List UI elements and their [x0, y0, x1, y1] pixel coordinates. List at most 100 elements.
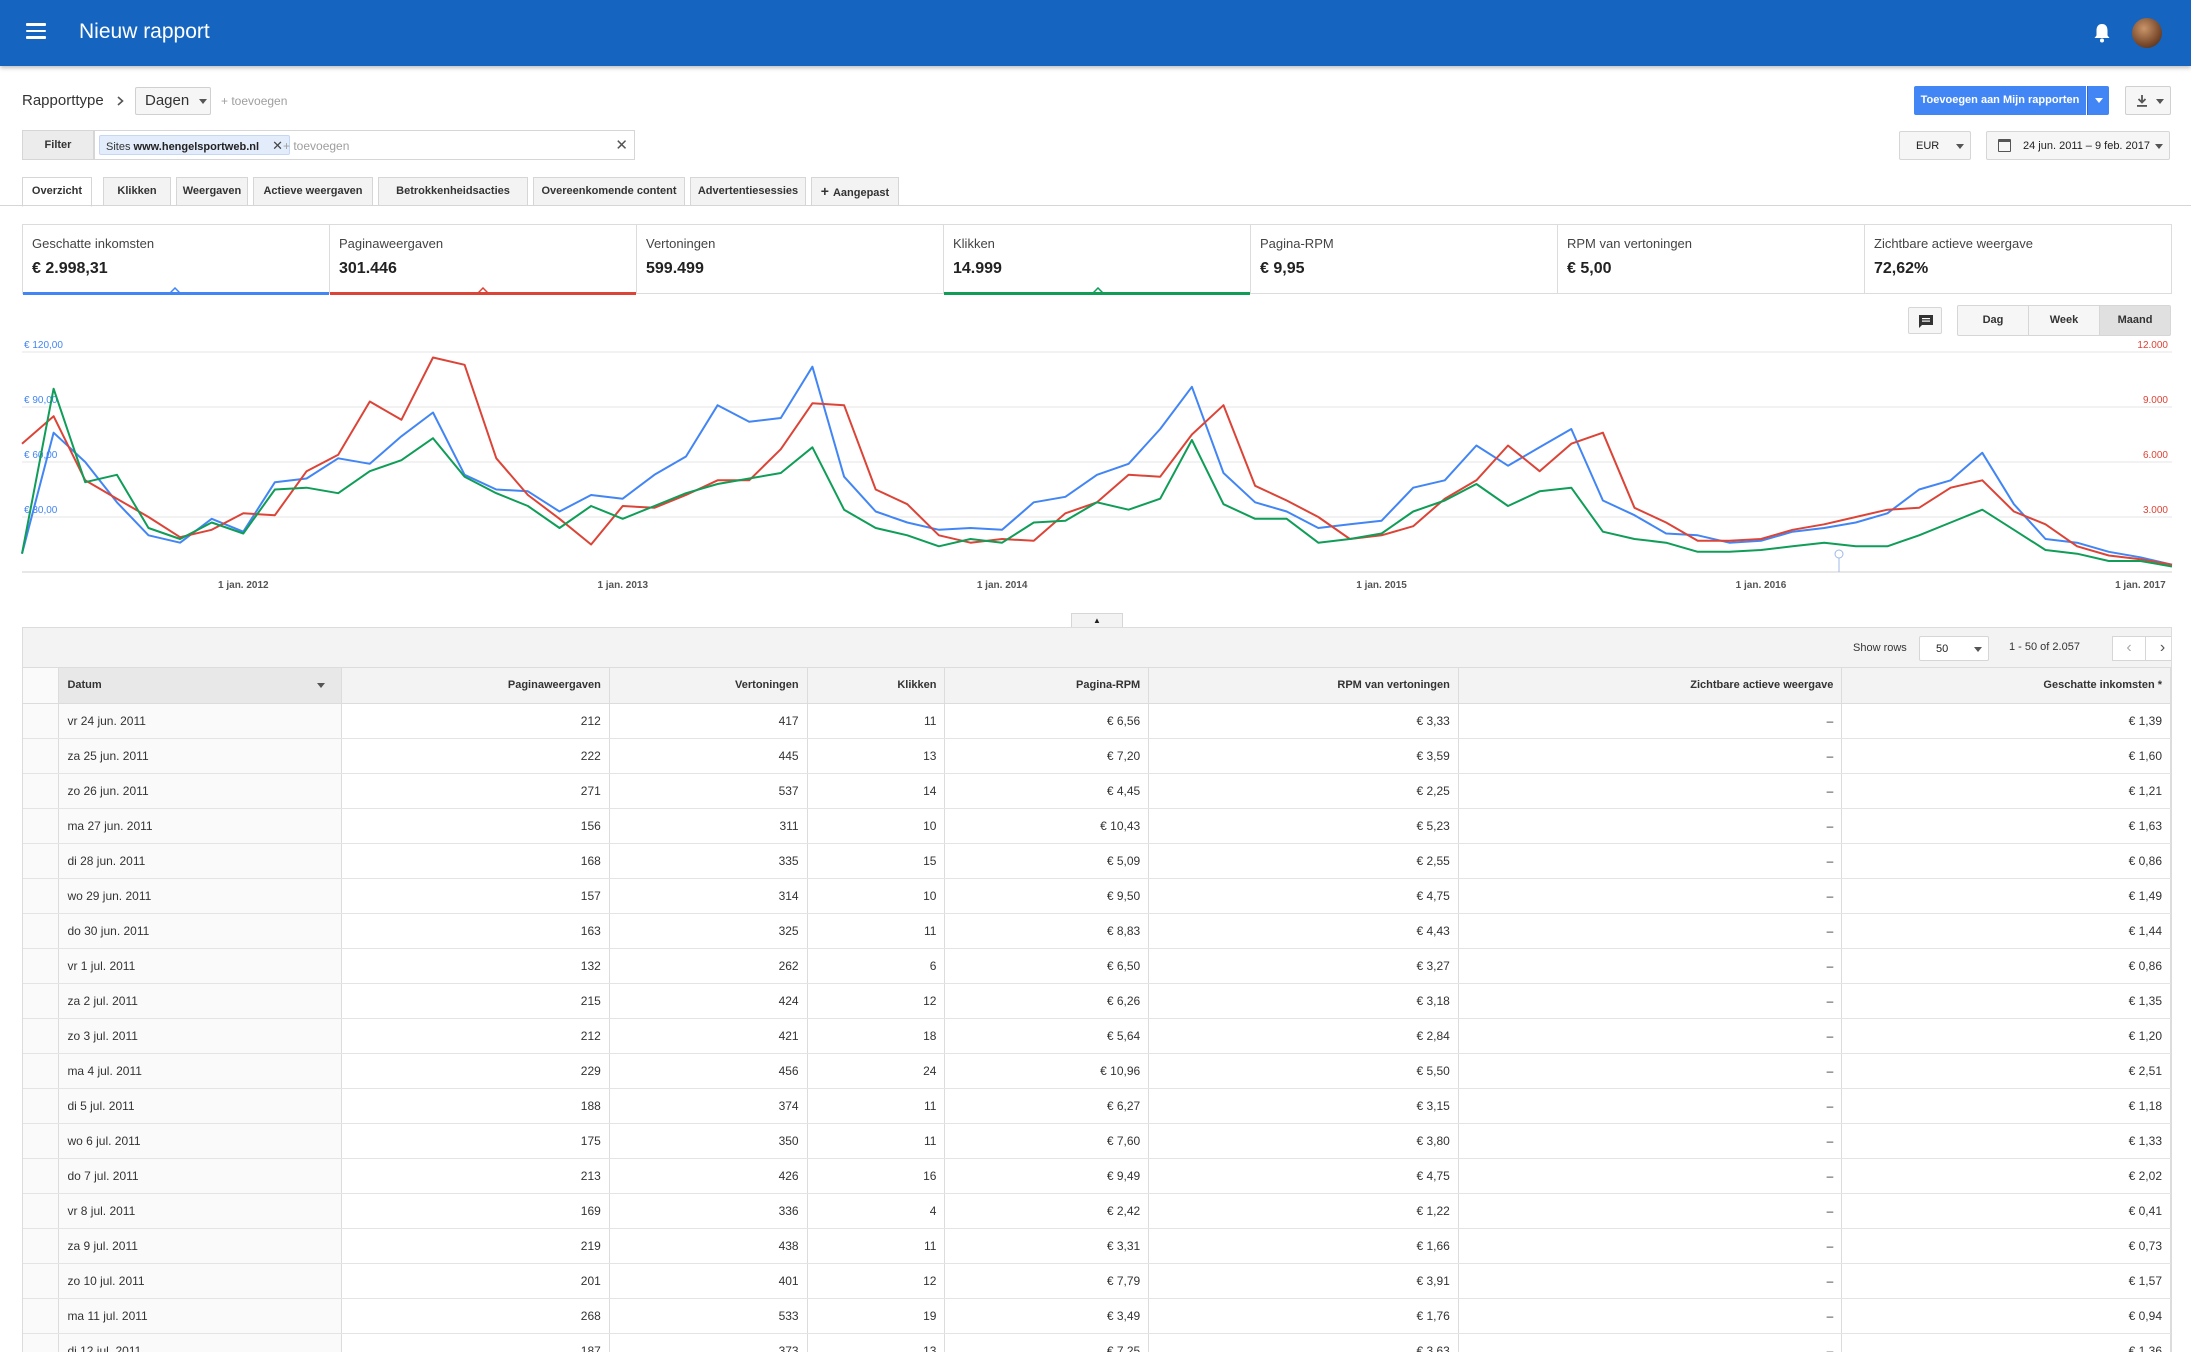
user-avatar[interactable] — [2132, 18, 2162, 48]
granularity-week-button[interactable]: Week — [2029, 305, 2100, 336]
tab-overzicht[interactable]: Overzicht — [22, 177, 92, 207]
table-row[interactable]: zo 10 jul. 2011 201 401 12 € 7,79 € 3,91– € 1,… — [23, 1263, 2171, 1299]
filter-input[interactable]: Sites www.hengelsportweb.nl ✕ + toevoege… — [94, 130, 635, 160]
breadcrumb-report-type[interactable]: Rapporttype — [22, 92, 104, 109]
table-row[interactable]: di 12 jul. 2011 187 373 13 € 7,25 € 3,63– € 1,… — [23, 1333, 2171, 1352]
cell-page-rpm: € 8,83 — [944, 913, 1150, 949]
filter-add-placeholder[interactable]: + toevoegen — [283, 139, 350, 153]
cell-pageviews: 169 — [341, 1193, 610, 1229]
column-header-geschatte-inkomsten[interactable]: Geschatte inkomsten * — [1841, 668, 2171, 704]
cell-earnings: € 2,02 — [1841, 1158, 2171, 1194]
metric-card-impressions[interactable]: Vertoningen 599.499 — [637, 225, 944, 294]
add-to-my-reports-button[interactable]: Toevoegen aan Mijn rapporten — [1914, 86, 2086, 115]
add-dimension-link[interactable]: + toevoegen — [221, 94, 288, 108]
row-gutter — [23, 1053, 60, 1089]
cell-active-view: – — [1458, 843, 1843, 879]
cell-clicks: 18 — [807, 1018, 946, 1054]
chevron-left-icon: ‹ — [2126, 639, 2132, 656]
table-row[interactable]: do 30 jun. 2011 163 325 11 € 8,83 € 4,43– € 1,… — [23, 913, 2171, 949]
metric-card-impression-rpm[interactable]: RPM van vertoningen € 5,00 — [1558, 225, 1865, 294]
table-row[interactable]: za 9 jul. 2011 219 438 11 € 3,31 € 1,66– € 0,7… — [23, 1228, 2171, 1264]
tab-klikken[interactable]: Klikken — [103, 177, 171, 206]
metric-card-active-view-viewable[interactable]: Zichtbare actieve weergave 72,62% — [1865, 225, 2171, 294]
cell-impression-rpm: € 3,63 — [1148, 1333, 1459, 1352]
table-row[interactable]: za 2 jul. 2011 215 424 12 € 6,26 € 3,18– € 1,3… — [23, 983, 2171, 1019]
series-notch-icon — [478, 287, 488, 293]
cell-page-rpm: € 9,49 — [944, 1158, 1150, 1194]
collapse-chart-button[interactable]: ▲ — [1071, 613, 1123, 627]
cell-pageviews: 188 — [341, 1088, 610, 1124]
metric-card-clicks[interactable]: Klikken 14.999 — [944, 225, 1251, 295]
download-button[interactable] — [2125, 86, 2171, 115]
tab-betrokkenheidsacties[interactable]: Betrokkenheidsacties — [378, 177, 528, 206]
cell-impression-rpm: € 2,84 — [1148, 1018, 1459, 1054]
notifications-bell-icon[interactable] — [2093, 22, 2111, 44]
cell-date: zo 3 jul. 2011 — [58, 1018, 343, 1054]
report-table: Show rows 50 1 - 50 of 2.057 ‹ › Datum P… — [22, 627, 2172, 1352]
column-header-vertoningen[interactable]: Vertoningen — [609, 668, 808, 704]
add-to-reports-menu-button[interactable] — [2087, 86, 2109, 115]
granularity-day-button[interactable]: Dag — [1957, 305, 2029, 336]
column-header-datum[interactable]: Datum — [58, 668, 343, 704]
rows-per-page-select[interactable]: 50 — [1919, 636, 1989, 661]
column-header-paginaweergaven[interactable]: Paginaweergaven — [341, 668, 610, 704]
cell-pageviews: 201 — [341, 1263, 610, 1299]
x-tick-label: 1 jan. 2016 — [1736, 580, 1787, 591]
site-filter-chip[interactable]: Sites www.hengelsportweb.nl ✕ — [99, 135, 290, 155]
metric-card-estimated-earnings[interactable]: Geschatte inkomsten € 2.998,31 — [23, 225, 330, 295]
table-row[interactable]: do 7 jul. 2011 213 426 16 € 9,49 € 4,75– € 2,0… — [23, 1158, 2171, 1194]
table-row[interactable]: di 28 jun. 2011 168 335 15 € 5,09 € 2,55– € 0,… — [23, 843, 2171, 879]
granularity-month-button[interactable]: Maand — [2100, 305, 2171, 336]
column-header-pagina-rpm[interactable]: Pagina-RPM — [944, 668, 1150, 704]
filter-button[interactable]: Filter — [22, 130, 94, 160]
next-page-button[interactable]: › — [2146, 636, 2171, 661]
date-range-picker[interactable]: 24 jun. 2011 – 9 feb. 2017 — [1986, 131, 2170, 160]
y-right-tick-label: 3.000 — [2143, 505, 2168, 516]
previous-page-button[interactable]: ‹ — [2112, 636, 2146, 661]
metric-value: 72,62% — [1874, 260, 1929, 277]
cell-impressions: 421 — [609, 1018, 808, 1054]
table-row[interactable]: vr 24 jun. 2011 212 417 11 € 6,56 € 3,33– € 1,… — [23, 703, 2171, 739]
remove-chip-icon[interactable]: ✕ — [272, 138, 283, 153]
cell-date: di 12 jul. 2011 — [58, 1333, 343, 1352]
tab-overeenkomende-content[interactable]: Overeenkomende content — [533, 177, 685, 206]
table-row[interactable]: ma 4 jul. 2011 229 456 24 € 10,96 € 5,50– € 2,… — [23, 1053, 2171, 1089]
annotations-button[interactable] — [1908, 307, 1942, 334]
cell-page-rpm: € 6,56 — [944, 703, 1150, 739]
tab-aangepast[interactable]: + Aangepast — [811, 177, 899, 206]
column-header-rpm-van-vertoningen[interactable]: RPM van vertoningen — [1148, 668, 1459, 704]
row-gutter — [23, 948, 60, 984]
tab-advertentiesessies[interactable]: Advertentiesessies — [690, 177, 806, 206]
column-header-klikken[interactable]: Klikken — [807, 668, 946, 704]
chip-prefix: Sites — [106, 141, 131, 153]
metric-card-pageviews[interactable]: Paginaweergaven 301.446 — [330, 225, 637, 295]
table-row[interactable]: ma 27 jun. 2011 156 311 10 € 10,43 € 5,23– € 1… — [23, 808, 2171, 844]
download-icon — [2137, 95, 2147, 107]
cell-clicks: 4 — [807, 1193, 946, 1229]
metric-card-page-rpm[interactable]: Pagina-RPM € 9,95 — [1251, 225, 1558, 294]
table-row[interactable]: wo 6 jul. 2011 175 350 11 € 7,60 € 3,80– € 1,3… — [23, 1123, 2171, 1159]
series-color-bar — [330, 292, 636, 295]
clear-filter-icon[interactable]: ✕ — [615, 137, 628, 154]
table-row[interactable]: di 5 jul. 2011 188 374 11 € 6,27 € 3,15– € 1,1… — [23, 1088, 2171, 1124]
cell-earnings: € 2,51 — [1841, 1053, 2171, 1089]
tab-actieve-weergaven[interactable]: Actieve weergaven — [253, 177, 373, 206]
sort-descending-icon[interactable] — [317, 683, 326, 688]
dimension-dropdown[interactable]: Dagen — [135, 87, 211, 115]
column-header-zichtbare-actieve-weergave[interactable]: Zichtbare actieve weergave — [1458, 668, 1843, 704]
chevron-down-icon — [1956, 144, 1964, 149]
metric-label: Zichtbare actieve weergave — [1874, 236, 2033, 251]
table-row[interactable]: wo 29 jun. 2011 157 314 10 € 9,50 € 4,75– € 1,… — [23, 878, 2171, 914]
table-row[interactable]: za 25 jun. 2011 222 445 13 € 7,20 € 3,59– € 1,… — [23, 738, 2171, 774]
hamburger-menu-icon[interactable] — [26, 23, 46, 39]
table-row[interactable]: vr 8 jul. 2011 169 336 4 € 2,42 € 1,22– € 0,41 — [23, 1193, 2171, 1229]
cell-date: za 2 jul. 2011 — [58, 983, 343, 1019]
tab-weergaven[interactable]: Weergaven — [176, 177, 248, 206]
cell-clicks: 13 — [807, 1333, 946, 1352]
cell-date: vr 24 jun. 2011 — [58, 703, 343, 739]
currency-dropdown[interactable]: EUR — [1899, 131, 1971, 160]
table-row[interactable]: zo 3 jul. 2011 212 421 18 € 5,64 € 2,84– € 1,2… — [23, 1018, 2171, 1054]
table-row[interactable]: ma 11 jul. 2011 268 533 19 € 3,49 € 1,76– € 0,… — [23, 1298, 2171, 1334]
table-row[interactable]: vr 1 jul. 2011 132 262 6 € 6,50 € 3,27– € 0,86 — [23, 948, 2171, 984]
table-row[interactable]: zo 26 jun. 2011 271 537 14 € 4,45 € 2,25– € 1,… — [23, 773, 2171, 809]
